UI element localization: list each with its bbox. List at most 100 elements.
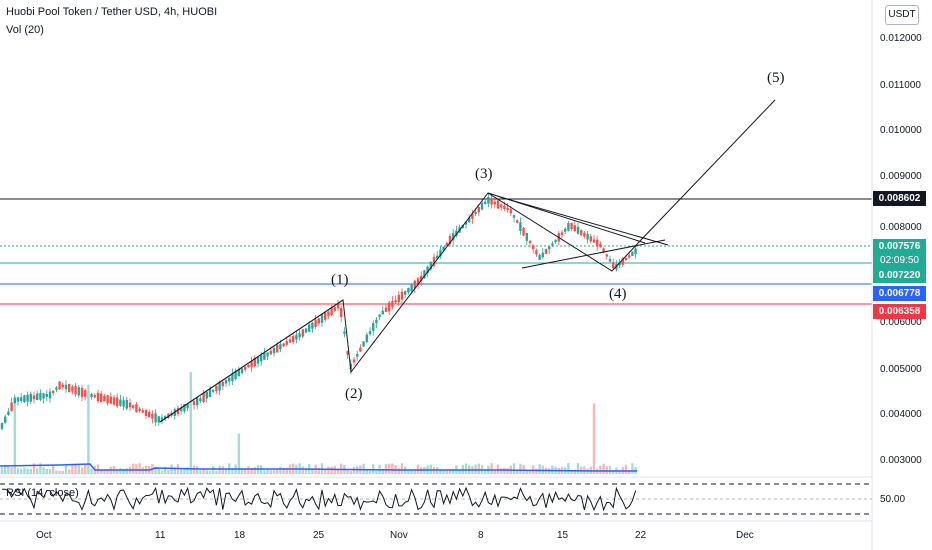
volume-bar (192, 465, 196, 474)
candle-body (103, 395, 106, 402)
volume-bar (407, 470, 410, 474)
candle-body (141, 410, 144, 413)
volume-bar (218, 465, 221, 474)
volume-bar (304, 468, 308, 474)
candle-body (509, 209, 512, 214)
volume-bar (397, 468, 400, 474)
volume-bar (272, 470, 276, 474)
resistance-price-tag: 0.008602 (873, 191, 926, 206)
price-label: 0.010000 (880, 125, 922, 136)
candle-body (573, 225, 576, 232)
candle-body (471, 213, 474, 220)
volume-bar (439, 470, 442, 474)
candle-body (157, 416, 160, 423)
volume-bar (20, 469, 23, 474)
volume-bar (167, 469, 170, 474)
candle-body (356, 353, 359, 357)
candle-body (212, 389, 215, 392)
volume-bar (77, 465, 80, 474)
wave-1-label[interactable]: (1) (331, 272, 349, 288)
candle-body (282, 343, 285, 347)
candle-body (612, 262, 615, 269)
volume-bar (224, 468, 228, 474)
volume-bar (247, 466, 250, 474)
volume-bar (464, 463, 468, 474)
candle-body (404, 291, 407, 295)
volume-bar (90, 468, 93, 474)
volume-bar (215, 470, 218, 474)
volume-bar (48, 469, 52, 474)
candle-body (535, 250, 538, 255)
volume-bar (490, 463, 493, 474)
wave-5-label[interactable]: (5) (767, 70, 785, 86)
volume-indicator-label[interactable]: Vol (20) (6, 24, 44, 36)
wave-3-label[interactable]: (3) (475, 166, 493, 182)
volume-bar (605, 466, 608, 474)
candle-body (420, 275, 423, 282)
candle-body (109, 396, 112, 404)
candle-body (362, 341, 365, 347)
rsi-value-label: 50.00 (880, 494, 906, 505)
candle-body (381, 310, 384, 315)
price-label: 0.004000 (880, 409, 922, 420)
time-label: 15 (557, 530, 569, 541)
wave-2-label[interactable]: (2) (345, 386, 363, 402)
candle-body (285, 341, 288, 345)
wave-base-line[interactable] (159, 299, 344, 423)
time-label: Nov (390, 530, 408, 541)
volume-bar (452, 469, 455, 474)
candle-body (42, 393, 45, 399)
candle-body (551, 243, 554, 246)
volume-bar (84, 464, 87, 474)
volume-bar (68, 469, 71, 474)
candle-body (186, 404, 189, 409)
volume-bar (23, 467, 26, 474)
candle-body (490, 198, 493, 205)
candle-body (183, 404, 186, 412)
candle-body (26, 394, 29, 402)
candle-body (506, 207, 509, 211)
candle-body (247, 364, 250, 368)
volume-bar (500, 468, 503, 474)
candle-body (154, 413, 157, 423)
candle-body (263, 352, 266, 360)
candle-body (388, 302, 391, 312)
candle-body (576, 226, 580, 234)
candle-body (592, 239, 596, 243)
volume-bar (519, 463, 522, 474)
candle-body (599, 243, 602, 248)
triangle-upper-line-2[interactable] (499, 196, 669, 246)
volume-bar (208, 470, 212, 474)
volume-bar (87, 384, 90, 474)
volume-bar (362, 463, 365, 474)
volume-bar (493, 470, 496, 474)
last-price-tag: 0.007576 (873, 239, 926, 254)
candle-body (234, 371, 237, 379)
candle-body (346, 351, 349, 355)
candle-body (122, 400, 125, 407)
volume-bar (160, 470, 164, 474)
candle-body (330, 307, 333, 315)
currency-button[interactable]: USDT (885, 5, 919, 25)
rsi-indicator-label[interactable]: RSI (14, close) (6, 487, 79, 499)
rsi-line (1, 486, 637, 512)
wave-4-label[interactable]: (4) (609, 286, 627, 302)
volume-bar (244, 468, 247, 474)
elliott-wave-path[interactable] (159, 99, 776, 423)
volume-bar (240, 468, 244, 474)
candle-body (621, 258, 624, 265)
candle-body (589, 236, 592, 242)
candle-body (384, 307, 388, 312)
triangle-lower-line[interactable] (521, 239, 666, 269)
candle-body (52, 390, 55, 394)
volume-bar (45, 468, 48, 474)
volume-bar (384, 463, 388, 474)
candle-body (487, 196, 490, 204)
volume-bar (327, 466, 330, 474)
volume-bar (80, 467, 84, 474)
volume-bar (116, 470, 119, 474)
time-label: Dec (736, 530, 754, 541)
volume-bar (528, 470, 532, 474)
candle-body (544, 248, 548, 254)
